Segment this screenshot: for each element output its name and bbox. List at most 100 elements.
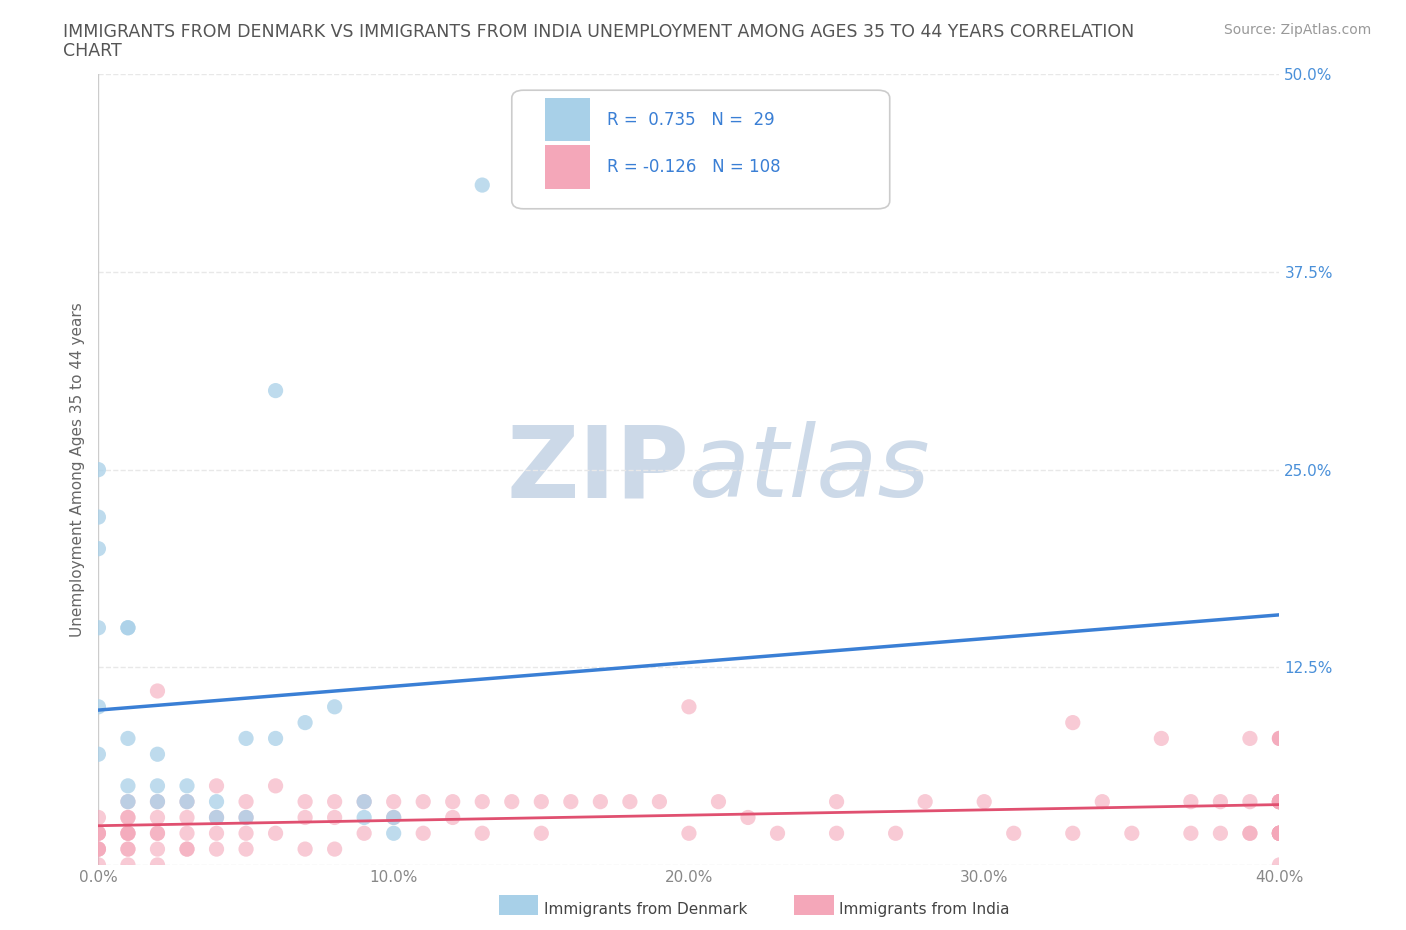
Point (353, 810, 375, 825)
Point (1268, 731, 1291, 746)
Point (678, 699, 700, 714)
Point (825, 826, 848, 841)
Point (1239, 826, 1261, 841)
Point (1209, 826, 1232, 841)
Point (1062, 826, 1084, 841)
Bar (546, 145, 589, 189)
Point (146, 794, 169, 809)
Point (205, 810, 228, 825)
Text: ZIP: ZIP (506, 421, 689, 518)
Point (117, 620, 139, 635)
Point (117, 731, 139, 746)
Point (501, 794, 523, 809)
Text: IMMIGRANTS FROM DENMARK VS IMMIGRANTS FROM INDIA UNEMPLOYMENT AMONG AGES 35 TO 4: IMMIGRANTS FROM DENMARK VS IMMIGRANTS FR… (63, 23, 1135, 41)
Point (382, 794, 405, 809)
Point (1239, 826, 1261, 841)
Point (146, 794, 169, 809)
Point (235, 810, 257, 825)
Point (471, 826, 494, 841)
Point (264, 731, 287, 746)
Point (323, 810, 346, 825)
Point (1150, 731, 1173, 746)
Point (1268, 794, 1291, 809)
Point (146, 810, 169, 825)
Point (87, 510, 110, 525)
Point (235, 826, 257, 841)
Point (235, 842, 257, 857)
Point (323, 699, 346, 714)
Text: Immigrants from India: Immigrants from India (839, 902, 1010, 917)
Y-axis label: Unemployment Among Ages 35 to 44 years: Unemployment Among Ages 35 to 44 years (69, 302, 84, 637)
Point (87, 842, 110, 857)
Point (176, 810, 198, 825)
Point (766, 826, 789, 841)
Point (87, 842, 110, 857)
Point (264, 826, 287, 841)
Point (1268, 857, 1291, 872)
Point (471, 794, 494, 809)
Text: R =  0.735   N =  29: R = 0.735 N = 29 (607, 111, 775, 128)
Point (146, 684, 169, 698)
Point (1268, 826, 1291, 841)
Point (117, 620, 139, 635)
Point (530, 826, 553, 841)
Point (678, 826, 700, 841)
Point (1062, 715, 1084, 730)
Point (235, 731, 257, 746)
Point (589, 794, 612, 809)
Point (264, 383, 287, 398)
Text: R = -0.126   N = 108: R = -0.126 N = 108 (607, 158, 782, 176)
Point (1268, 794, 1291, 809)
Point (353, 794, 375, 809)
Point (1268, 731, 1291, 746)
Point (884, 826, 907, 841)
Point (205, 778, 228, 793)
Point (87, 462, 110, 477)
Point (146, 826, 169, 841)
Point (619, 794, 641, 809)
Point (235, 810, 257, 825)
Point (825, 794, 848, 809)
Point (176, 794, 198, 809)
Point (87, 747, 110, 762)
Point (87, 857, 110, 872)
Point (1180, 826, 1202, 841)
Point (471, 178, 494, 193)
Point (87, 826, 110, 841)
Point (1268, 794, 1291, 809)
Point (205, 842, 228, 857)
Point (146, 842, 169, 857)
Point (117, 810, 139, 825)
Point (87, 826, 110, 841)
Point (353, 826, 375, 841)
Point (353, 794, 375, 809)
Point (1121, 826, 1143, 841)
Point (1239, 731, 1261, 746)
Point (87, 620, 110, 635)
Point (294, 842, 316, 857)
Point (441, 794, 464, 809)
Bar (546, 98, 589, 141)
Point (146, 826, 169, 841)
Point (1239, 794, 1261, 809)
Point (323, 842, 346, 857)
Point (117, 826, 139, 841)
Point (530, 794, 553, 809)
Point (176, 842, 198, 857)
Point (560, 794, 582, 809)
Point (382, 810, 405, 825)
Point (1268, 826, 1291, 841)
Point (117, 842, 139, 857)
Point (1268, 794, 1291, 809)
Point (117, 810, 139, 825)
Point (1268, 826, 1291, 841)
Point (117, 842, 139, 857)
Point (382, 810, 405, 825)
Point (1268, 826, 1291, 841)
Text: CHART: CHART (63, 42, 122, 60)
Text: Immigrants from Denmark: Immigrants from Denmark (544, 902, 748, 917)
Point (294, 715, 316, 730)
Point (1268, 794, 1291, 809)
FancyBboxPatch shape (512, 90, 890, 209)
Point (1268, 794, 1291, 809)
